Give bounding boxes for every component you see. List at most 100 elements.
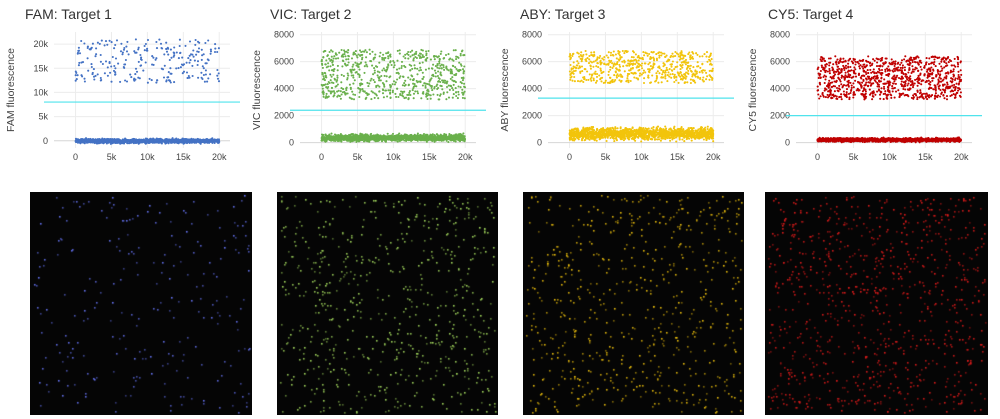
scatter-point: [623, 137, 626, 140]
scatter-point: [126, 142, 129, 145]
scatter-point: [163, 64, 166, 67]
scatter-point: [442, 66, 445, 69]
scatter-point: [90, 65, 93, 69]
scatter-point: [324, 63, 327, 66]
scatter-point: [345, 89, 348, 92]
scatter-point: [452, 93, 455, 96]
scatter-point: [110, 80, 113, 83]
scatter-point: [364, 139, 367, 142]
scatter-point: [376, 74, 379, 77]
scatter-point: [390, 63, 393, 67]
scatter-point: [352, 93, 355, 96]
scatter-point: [381, 58, 384, 61]
scatter-point: [453, 73, 456, 76]
scatter-point: [90, 63, 93, 66]
scatter-point: [204, 69, 207, 72]
scatter-point: [125, 45, 128, 48]
scatter-point: [419, 66, 422, 69]
scatter-point: [459, 86, 462, 89]
scatter-point: [370, 137, 373, 140]
scatter-point: [339, 133, 342, 136]
scatter-point: [336, 79, 339, 82]
scatter-point: [404, 138, 407, 141]
scatter-point: [441, 79, 444, 82]
scatter-point: [180, 63, 183, 66]
scatter-point: [204, 73, 207, 76]
scatter-point: [591, 127, 594, 131]
scatter-point: [139, 140, 142, 143]
scatter-point: [393, 83, 396, 86]
scatter-point: [451, 134, 455, 137]
scatter-point: [371, 50, 374, 53]
scatter-point: [320, 83, 323, 86]
scatter-point: [428, 80, 431, 83]
scatter-point: [324, 74, 327, 77]
scatter-point: [354, 50, 357, 53]
scatter-point: [399, 92, 402, 96]
scatter-point: [347, 61, 350, 64]
scatter-point: [113, 47, 116, 50]
scatter-point: [683, 140, 686, 143]
scatter-point: [589, 127, 592, 130]
scatter-point: [437, 70, 440, 73]
scatter-point: [382, 67, 385, 70]
scatter-point: [183, 139, 186, 142]
scatter-point: [421, 92, 424, 95]
x-tick-label: 10k: [386, 152, 401, 162]
y-tick-label: 0: [537, 138, 542, 148]
scatter-point: [411, 49, 414, 52]
scatter-point: [583, 139, 586, 142]
scatter-point: [214, 47, 217, 50]
scatter-point: [415, 50, 418, 53]
scatter-point: [438, 67, 441, 70]
scatter-point: [380, 74, 383, 78]
scatter-point: [206, 80, 209, 83]
scatter-point: [84, 138, 87, 141]
scatter-point: [370, 90, 373, 93]
y-tick-label: 6000: [274, 57, 294, 67]
scatter-point: [642, 127, 645, 130]
scatter-point: [87, 139, 90, 143]
scatter-point: [185, 71, 189, 74]
scatter-point: [433, 55, 436, 58]
scatter-point: [336, 83, 339, 86]
scatter-point: [352, 63, 355, 66]
scatter-point: [322, 95, 325, 98]
scatter-point: [442, 81, 445, 84]
scatter-point: [330, 132, 333, 135]
scatter-point: [345, 58, 348, 61]
scatter-point: [450, 85, 453, 88]
scatter-point: [410, 133, 413, 136]
scatter-point: [398, 136, 401, 139]
scatter-point: [424, 84, 427, 88]
scatter-point: [462, 76, 465, 79]
scatter-point: [387, 89, 390, 92]
scatter-point: [403, 82, 406, 85]
scatter-point: [417, 80, 421, 83]
scatter-point: [345, 86, 348, 89]
y-tick-label: 5k: [38, 112, 48, 122]
scatter-point: [113, 141, 117, 144]
scatter-point: [364, 61, 367, 64]
scatter-point: [345, 92, 348, 95]
scatter-point: [347, 137, 350, 140]
scatter-point: [160, 46, 163, 50]
scatter-point: [366, 81, 369, 84]
scatter-point: [385, 69, 388, 72]
scatter-point: [378, 76, 381, 79]
scatter-point: [440, 85, 443, 88]
scatter-point: [206, 138, 209, 141]
scatter-point: [457, 90, 460, 93]
scatter-point: [188, 54, 191, 57]
scatter-point: [448, 58, 451, 61]
scatter-point: [354, 52, 357, 56]
scatter-point: [673, 125, 676, 128]
scatter-point: [400, 94, 404, 97]
scatter-point: [110, 41, 113, 44]
scatter-point: [330, 75, 333, 78]
scatter-point: [366, 93, 369, 97]
scatter-point: [348, 83, 351, 86]
scatter-point: [426, 92, 429, 95]
scatter-point: [447, 135, 450, 138]
scatter-point: [322, 77, 326, 80]
